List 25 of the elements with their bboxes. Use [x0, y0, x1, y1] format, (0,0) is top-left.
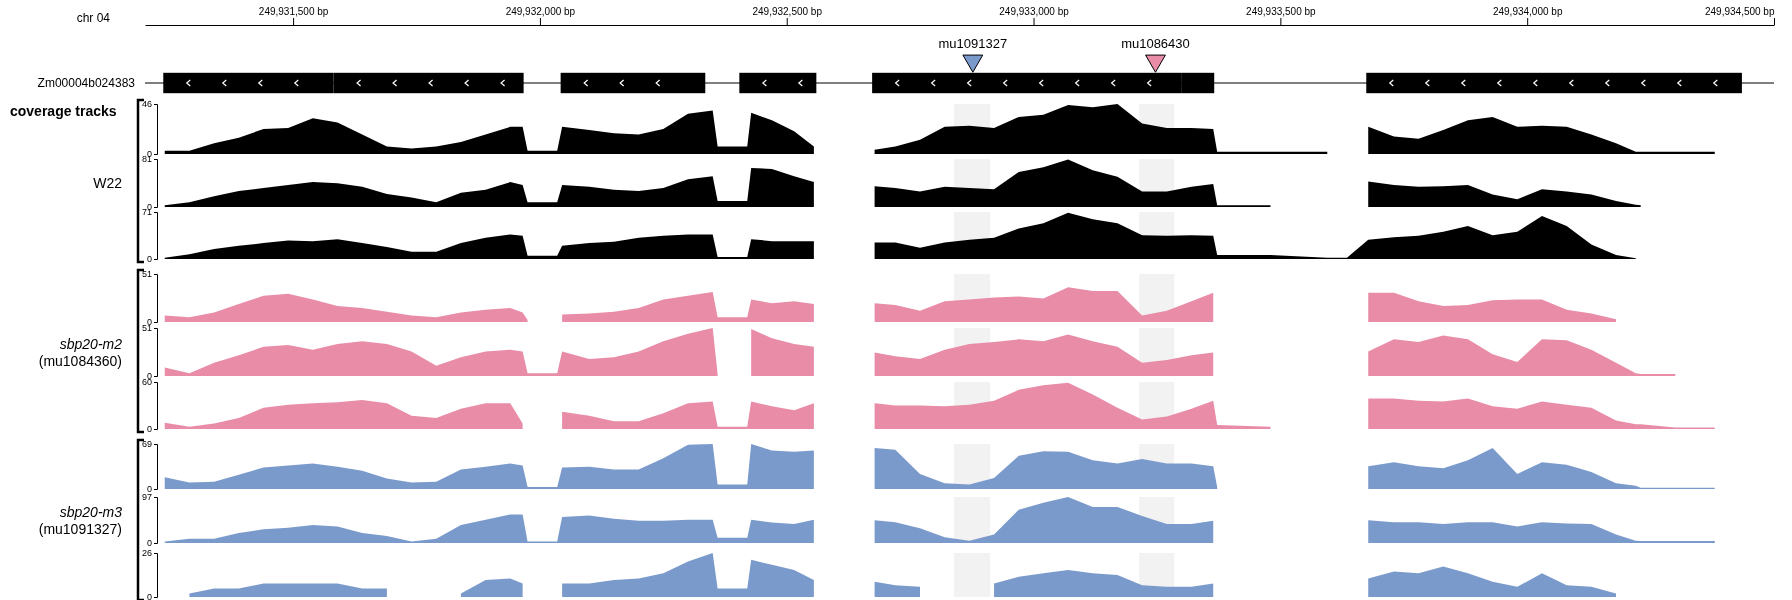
y-tick-label: Zm00004b024383 — [37, 75, 136, 90]
y-tick-label: 0 — [146, 484, 152, 495]
y-axis-title: sbp20-m2 (mu1084360) — [38, 336, 123, 369]
y-tick-label: 69 — [141, 439, 152, 450]
y-tick-label: 0 — [146, 592, 152, 600]
y-tick-label: 0 — [146, 254, 152, 265]
series-label: mu1091327 — [938, 35, 1008, 51]
x-axis-title: chr 04 — [76, 11, 111, 25]
x-tick-label: 249,932,000 bp — [505, 6, 576, 17]
x-tick-label: 249,932,500 bp — [752, 6, 823, 17]
y-tick-label: 0 — [146, 538, 152, 549]
y-tick-label: 51 — [141, 269, 152, 280]
x-tick-label: 249,933,000 bp — [999, 6, 1070, 17]
y-tick-label: 0 — [146, 424, 152, 435]
x-tick-label: 249,934,000 bp — [1492, 6, 1563, 17]
y-tick-label: 46 — [141, 99, 152, 110]
y-axis-title: W22 — [93, 175, 123, 191]
x-tick-label: 249,933,500 bp — [1246, 6, 1317, 17]
x-tick-label: 249,931,500 bp — [258, 6, 329, 17]
x-tick-label: 249,934,500 bp — [1704, 6, 1775, 17]
y-axis-title: sbp20-m3 (mu1091327) — [38, 504, 123, 537]
series-label: mu1086430 — [1121, 35, 1190, 51]
y-tick-label: 26 — [141, 548, 152, 559]
y-tick-label: 97 — [141, 492, 152, 503]
chart-title: coverage tracks — [10, 103, 117, 119]
